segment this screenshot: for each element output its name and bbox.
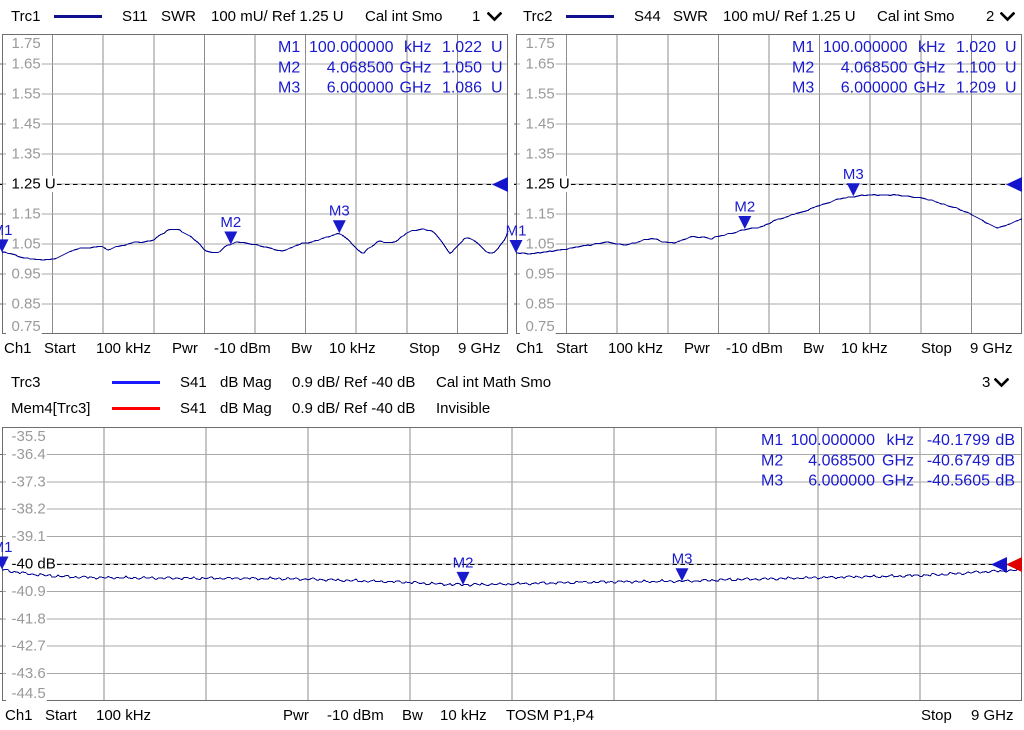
svg-text:1.022: 1.022 xyxy=(442,39,482,56)
svg-text:M3: M3 xyxy=(329,203,350,220)
svg-text:dB: dB xyxy=(995,473,1015,490)
svg-text:U: U xyxy=(1005,39,1017,56)
svg-text:M2: M2 xyxy=(453,554,474,571)
svg-text:U: U xyxy=(491,59,503,76)
svg-text:GHz: GHz xyxy=(400,80,432,97)
svg-text:kHz: kHz xyxy=(918,39,946,56)
svg-text:-40 dB: -40 dB xyxy=(12,556,56,573)
svg-text:-36.4: -36.4 xyxy=(12,446,46,463)
svg-text:GHz: GHz xyxy=(882,473,914,490)
svg-text:1.25 U: 1.25 U xyxy=(12,176,56,193)
svg-text:0.95: 0.95 xyxy=(12,266,41,283)
svg-text:1.35: 1.35 xyxy=(12,146,41,163)
svg-text:M1: M1 xyxy=(0,539,12,556)
svg-text:M3: M3 xyxy=(278,80,300,97)
svg-text:1.45: 1.45 xyxy=(526,116,555,133)
svg-text:M1: M1 xyxy=(792,39,814,56)
svg-text:1.65: 1.65 xyxy=(526,56,555,73)
svg-text:1.209: 1.209 xyxy=(956,80,996,97)
svg-text:1.100: 1.100 xyxy=(956,59,996,76)
svg-text:kHz: kHz xyxy=(404,39,432,56)
svg-text:-44.5: -44.5 xyxy=(12,685,46,702)
svg-text:1.75: 1.75 xyxy=(526,35,555,52)
svg-text:6.000000: 6.000000 xyxy=(841,80,908,97)
svg-text:-40.5605: -40.5605 xyxy=(927,473,990,490)
svg-text:1.45: 1.45 xyxy=(12,116,41,133)
svg-text:GHz: GHz xyxy=(914,59,946,76)
svg-text:M2: M2 xyxy=(278,59,300,76)
svg-text:1.35: 1.35 xyxy=(526,146,555,163)
svg-text:-41.8: -41.8 xyxy=(12,610,46,627)
svg-text:1.05: 1.05 xyxy=(12,236,41,253)
svg-text:M2: M2 xyxy=(734,199,755,216)
svg-text:0.85: 0.85 xyxy=(526,296,555,313)
svg-text:-40.1799: -40.1799 xyxy=(927,432,990,449)
svg-text:GHz: GHz xyxy=(400,59,432,76)
svg-text:4.068500: 4.068500 xyxy=(808,452,875,469)
svg-text:M2: M2 xyxy=(220,214,241,231)
svg-text:-43.6: -43.6 xyxy=(12,665,46,682)
svg-text:GHz: GHz xyxy=(914,80,946,97)
svg-text:1.15: 1.15 xyxy=(526,206,555,223)
svg-text:-42.7: -42.7 xyxy=(12,638,46,655)
svg-text:-35.5: -35.5 xyxy=(12,428,46,445)
svg-text:4.068500: 4.068500 xyxy=(327,59,394,76)
svg-text:M1: M1 xyxy=(761,432,783,449)
svg-text:0.95: 0.95 xyxy=(526,266,555,283)
svg-text:6.000000: 6.000000 xyxy=(327,80,394,97)
svg-text:M3: M3 xyxy=(792,80,814,97)
svg-text:kHz: kHz xyxy=(886,432,914,449)
svg-text:-38.2: -38.2 xyxy=(12,501,46,518)
svg-text:-37.3: -37.3 xyxy=(12,473,46,490)
svg-text:1.15: 1.15 xyxy=(12,206,41,223)
svg-text:100.000000: 100.000000 xyxy=(309,39,394,56)
svg-text:U: U xyxy=(491,80,503,97)
svg-text:M2: M2 xyxy=(792,59,814,76)
svg-text:1.55: 1.55 xyxy=(526,86,555,103)
svg-text:-39.1: -39.1 xyxy=(12,528,46,545)
svg-text:0.75: 0.75 xyxy=(526,318,555,335)
svg-text:1.65: 1.65 xyxy=(12,56,41,73)
svg-text:M3: M3 xyxy=(672,551,693,568)
svg-text:6.000000: 6.000000 xyxy=(808,473,875,490)
svg-text:1.020: 1.020 xyxy=(956,39,996,56)
svg-text:4.068500: 4.068500 xyxy=(841,59,908,76)
svg-text:M2: M2 xyxy=(761,452,783,469)
svg-text:-40.6749: -40.6749 xyxy=(927,452,990,469)
svg-text:1.086: 1.086 xyxy=(442,80,482,97)
svg-text:dB: dB xyxy=(995,452,1015,469)
svg-text:1.05: 1.05 xyxy=(526,236,555,253)
svg-text:-40.9: -40.9 xyxy=(12,583,46,600)
svg-text:U: U xyxy=(1005,59,1017,76)
svg-text:GHz: GHz xyxy=(882,452,914,469)
svg-text:M1: M1 xyxy=(278,39,300,56)
svg-text:U: U xyxy=(1005,80,1017,97)
svg-text:M3: M3 xyxy=(843,166,864,183)
svg-text:1.55: 1.55 xyxy=(12,86,41,103)
svg-text:M1: M1 xyxy=(0,222,12,239)
svg-text:1.25 U: 1.25 U xyxy=(526,176,570,193)
svg-text:dB: dB xyxy=(995,432,1015,449)
svg-text:U: U xyxy=(491,39,503,56)
svg-text:0.85: 0.85 xyxy=(12,296,41,313)
svg-text:1.75: 1.75 xyxy=(12,35,41,52)
svg-text:M3: M3 xyxy=(761,473,783,490)
svg-text:100.000000: 100.000000 xyxy=(823,39,908,56)
svg-text:M1: M1 xyxy=(506,223,527,240)
svg-text:1.050: 1.050 xyxy=(442,59,482,76)
svg-text:0.75: 0.75 xyxy=(12,318,41,335)
svg-text:100.000000: 100.000000 xyxy=(790,432,875,449)
